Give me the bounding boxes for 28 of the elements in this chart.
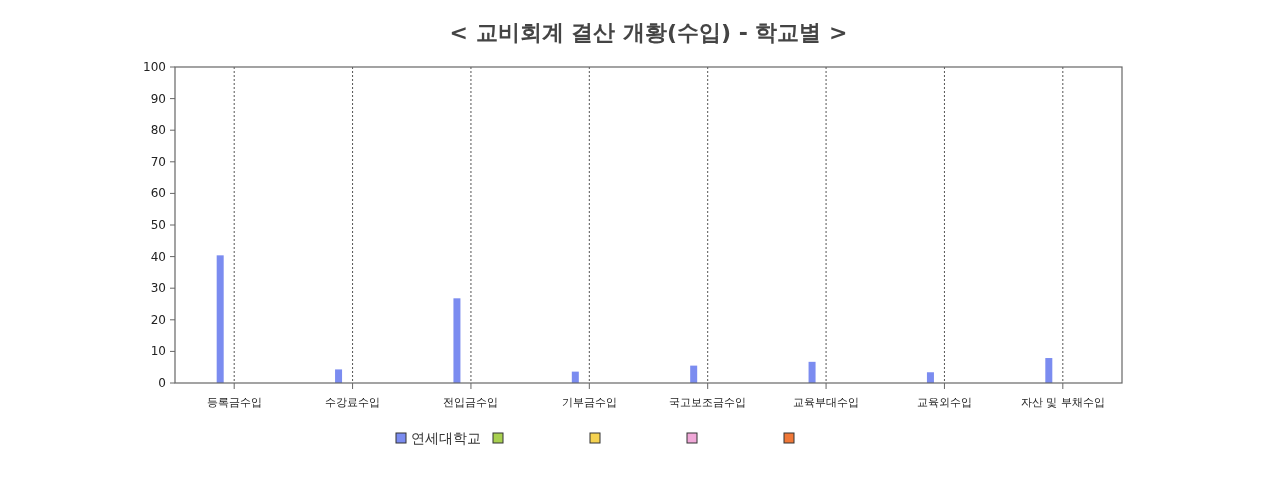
y-tick-label: 70	[150, 154, 166, 169]
y-tick-label: 40	[150, 249, 166, 264]
y-tick-label: 80	[150, 123, 166, 138]
bar	[690, 365, 698, 383]
y-tick-label: 90	[150, 91, 166, 106]
y-tick-label: 30	[150, 281, 166, 296]
x-tick-label: 국고보조금수입	[669, 396, 747, 409]
x-tick-label: 자산 및 부채수입	[1020, 396, 1105, 409]
x-tick-label: 등록금수입	[206, 396, 262, 409]
chart-title: < 교비회계 결산 개황(수입) - 학교별 >	[449, 20, 848, 45]
y-tick-label: 50	[150, 218, 166, 232]
x-tick-label: 수강료수입	[325, 396, 381, 409]
x-tick-label: 교육부대수입	[793, 396, 860, 409]
y-tick-label: 100	[143, 60, 166, 74]
x-tick-label: 전입금수입	[443, 396, 499, 409]
bar	[926, 372, 934, 383]
bar	[808, 361, 816, 383]
bar	[335, 369, 343, 383]
y-tick-label: 60	[150, 186, 166, 201]
bar	[453, 298, 461, 383]
y-tick-label: 20	[150, 312, 166, 327]
x-tick-label: 교육외수입	[916, 396, 972, 409]
y-tick-label: 0	[158, 376, 166, 390]
bar	[216, 255, 224, 383]
y-tick-label: 10	[150, 344, 166, 359]
x-tick-label: 기부금수입	[561, 396, 617, 409]
legend-label: 연세대학교	[411, 430, 481, 446]
bar	[1045, 358, 1053, 383]
